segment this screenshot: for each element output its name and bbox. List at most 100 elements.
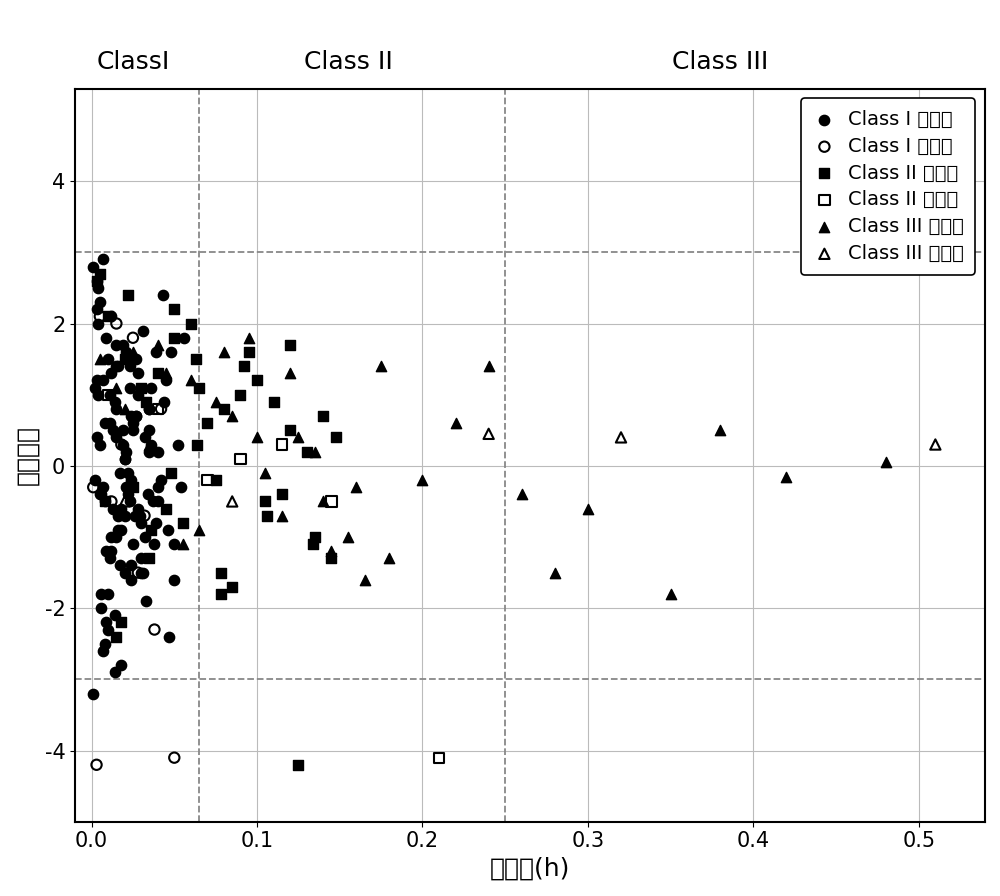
Class I 训练集 — [95, 374, 111, 388]
Class III 训练集 — [514, 487, 530, 502]
Class I 训练集 — [141, 423, 157, 437]
Class I 训练集 — [137, 430, 153, 444]
Class I 训练集 — [87, 473, 103, 487]
Text: Class II: Class II — [304, 50, 392, 74]
Class III 训练集 — [381, 551, 397, 565]
Class I 训练集 — [148, 515, 164, 530]
Class II 训练集 — [328, 430, 344, 444]
Class I 训练集 — [89, 430, 105, 444]
Class I 训练集 — [102, 551, 118, 565]
Class I 训练集 — [95, 253, 111, 267]
Class I 训练集 — [97, 495, 113, 509]
Class II 训练集 — [236, 359, 252, 374]
Class I 训练集 — [146, 537, 162, 551]
Class I 训练集 — [145, 495, 161, 509]
Class I 训练集 — [128, 352, 144, 366]
Class III 训练集 — [315, 495, 331, 509]
Class I 训练集 — [137, 530, 153, 544]
Class I 训练集 — [173, 480, 189, 495]
Class I 训练集 — [112, 558, 128, 573]
Class I 训练集 — [90, 387, 106, 401]
Class II 训练集 — [143, 522, 159, 537]
Class I 验证集 — [108, 316, 124, 331]
Class I 训练集 — [108, 338, 124, 352]
Class I 训练集 — [105, 502, 121, 516]
Class III 训练集 — [663, 587, 679, 601]
Class I 训练集 — [87, 381, 103, 395]
Class I 训练集 — [150, 444, 166, 459]
Class I 训练集 — [85, 260, 101, 274]
Text: Class III: Class III — [672, 50, 768, 74]
Class III 训练集 — [175, 537, 191, 551]
Class III 训练集 — [580, 502, 596, 516]
Class I 训练集 — [133, 565, 149, 580]
Class III 训练集 — [712, 423, 728, 437]
Class I 验证集 — [85, 480, 101, 495]
Class I 训练集 — [127, 509, 143, 523]
Class I 训练集 — [110, 359, 126, 374]
Class I 训练集 — [125, 537, 141, 551]
Class I 训练集 — [113, 658, 129, 672]
Class II 训练集 — [120, 288, 136, 302]
Class I 训练集 — [128, 409, 144, 423]
Class II 训练集 — [166, 302, 182, 316]
Class I 训练集 — [143, 437, 159, 452]
Class III 训练集 — [117, 401, 133, 416]
Class I 训练集 — [95, 480, 111, 495]
Class II 训练集 — [305, 537, 321, 551]
Class I 训练集 — [102, 387, 118, 401]
Class I 训练集 — [110, 522, 126, 537]
Class I 训练集 — [140, 487, 156, 502]
Class I 训练集 — [107, 608, 123, 623]
Class I 训练集 — [92, 295, 108, 309]
Class I 训练集 — [150, 495, 166, 509]
Class II 训练集 — [191, 381, 207, 395]
Class III 训练集 — [158, 366, 174, 381]
Class II 验证集 — [100, 387, 116, 401]
Class III 验证集 — [117, 495, 133, 509]
Class I 训练集 — [90, 316, 106, 331]
Class I 训练集 — [143, 381, 159, 395]
Class II 训练集 — [232, 387, 248, 401]
Class II 验证集 — [323, 495, 339, 509]
Class I 训练集 — [100, 587, 116, 601]
Class II 验证集 — [274, 437, 290, 452]
Class II 训练集 — [100, 309, 116, 323]
Class III 训练集 — [150, 338, 166, 352]
Class III 训练集 — [216, 345, 232, 359]
Class I 训练集 — [107, 665, 123, 679]
Class II 训练集 — [138, 394, 154, 409]
Class I 验证集 — [137, 509, 153, 523]
Class III 训练集 — [307, 444, 323, 459]
Class II 训练集 — [125, 480, 141, 495]
Class III 训练集 — [357, 573, 373, 587]
Class II 训练集 — [117, 352, 133, 366]
Class I 训练集 — [115, 437, 131, 452]
Class II 训练集 — [208, 473, 224, 487]
Class III 训练集 — [878, 455, 894, 470]
Class I 训练集 — [153, 473, 169, 487]
Y-axis label: 标准残差: 标准残差 — [15, 426, 39, 485]
Class I 训练集 — [108, 530, 124, 544]
Class I 训练集 — [138, 594, 154, 608]
Class III 训练集 — [414, 473, 430, 487]
Class II 训练集 — [166, 331, 182, 345]
Class I 训练集 — [107, 394, 123, 409]
Class I 训练集 — [122, 381, 138, 395]
Class I 训练集 — [113, 522, 129, 537]
Class III 训练集 — [224, 409, 240, 423]
Class I 验证集 — [89, 758, 105, 772]
Class I 训练集 — [95, 643, 111, 658]
Class I 验证集 — [153, 401, 169, 416]
Class III 训练集 — [348, 480, 364, 495]
Class I 验证集 — [103, 495, 119, 509]
Class II 训练集 — [282, 338, 298, 352]
Class I 验证集 — [113, 437, 129, 452]
Class I 训练集 — [117, 565, 133, 580]
Class I 训练集 — [100, 352, 116, 366]
Class I 训练集 — [161, 630, 177, 644]
Class II 验证集 — [232, 452, 248, 466]
Class I 训练集 — [130, 366, 146, 381]
Class III 训练集 — [191, 522, 207, 537]
Class II 训练集 — [92, 266, 108, 280]
